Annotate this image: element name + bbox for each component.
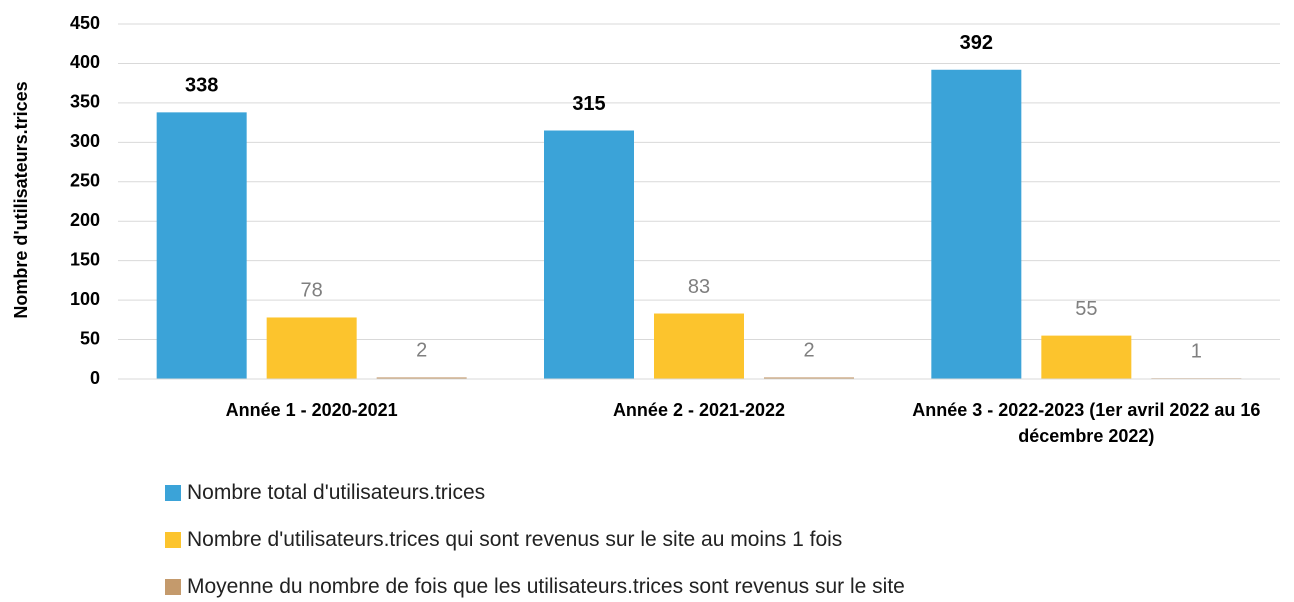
value-label: 78: [301, 280, 323, 302]
value-label: 83: [688, 276, 710, 298]
y-axis-title: Nombre d'utilisateurs.trices: [11, 81, 31, 318]
legend-item: Nombre total d'utilisateurs.trices: [165, 481, 485, 505]
bar: [156, 112, 247, 379]
bar: [376, 377, 467, 379]
y-tick-label: 450: [70, 13, 100, 33]
bar: [654, 313, 744, 379]
y-tick-label: 400: [70, 52, 100, 72]
y-tick-label: 100: [70, 289, 100, 309]
bar: [544, 130, 634, 379]
legend-item: Nombre d'utilisateurs.trices qui sont re…: [165, 528, 842, 552]
y-tick-label: 50: [80, 328, 100, 348]
value-label: 315: [572, 93, 605, 115]
y-tick-label: 200: [70, 210, 100, 230]
bar: [931, 69, 1022, 379]
value-label: 2: [803, 340, 814, 362]
legend-swatch: [165, 532, 181, 548]
value-label: 2: [416, 340, 427, 362]
legend-swatch: [165, 485, 181, 501]
y-tick-label: 150: [70, 249, 100, 269]
legend-label: Moyenne du nombre de fois que les utilis…: [187, 575, 905, 598]
value-label: 55: [1075, 298, 1097, 320]
legend-item: Moyenne du nombre de fois que les utilis…: [165, 575, 905, 599]
legend-label: Nombre d'utilisateurs.trices qui sont re…: [187, 528, 843, 551]
value-label: 392: [960, 32, 993, 54]
y-tick-label: 300: [70, 131, 100, 151]
y-tick-label: 350: [70, 92, 100, 112]
value-label: 1: [1191, 340, 1202, 362]
legend-swatch: [165, 579, 181, 595]
y-tick-label: 0: [90, 368, 100, 388]
x-tick-label: Année 3 - 2022-2023 (1er avril 2022 au 1…: [912, 400, 1261, 446]
bar: [266, 317, 357, 379]
bar: [764, 377, 854, 379]
legend-label: Nombre total d'utilisateurs.trices: [187, 481, 486, 504]
value-label: 338: [185, 75, 218, 97]
x-tick-label: Année 1 - 2020-2021: [225, 400, 398, 420]
x-tick-label: Année 2 - 2021-2022: [612, 400, 786, 420]
y-tick-label: 250: [70, 171, 100, 191]
bar: [1041, 335, 1132, 379]
